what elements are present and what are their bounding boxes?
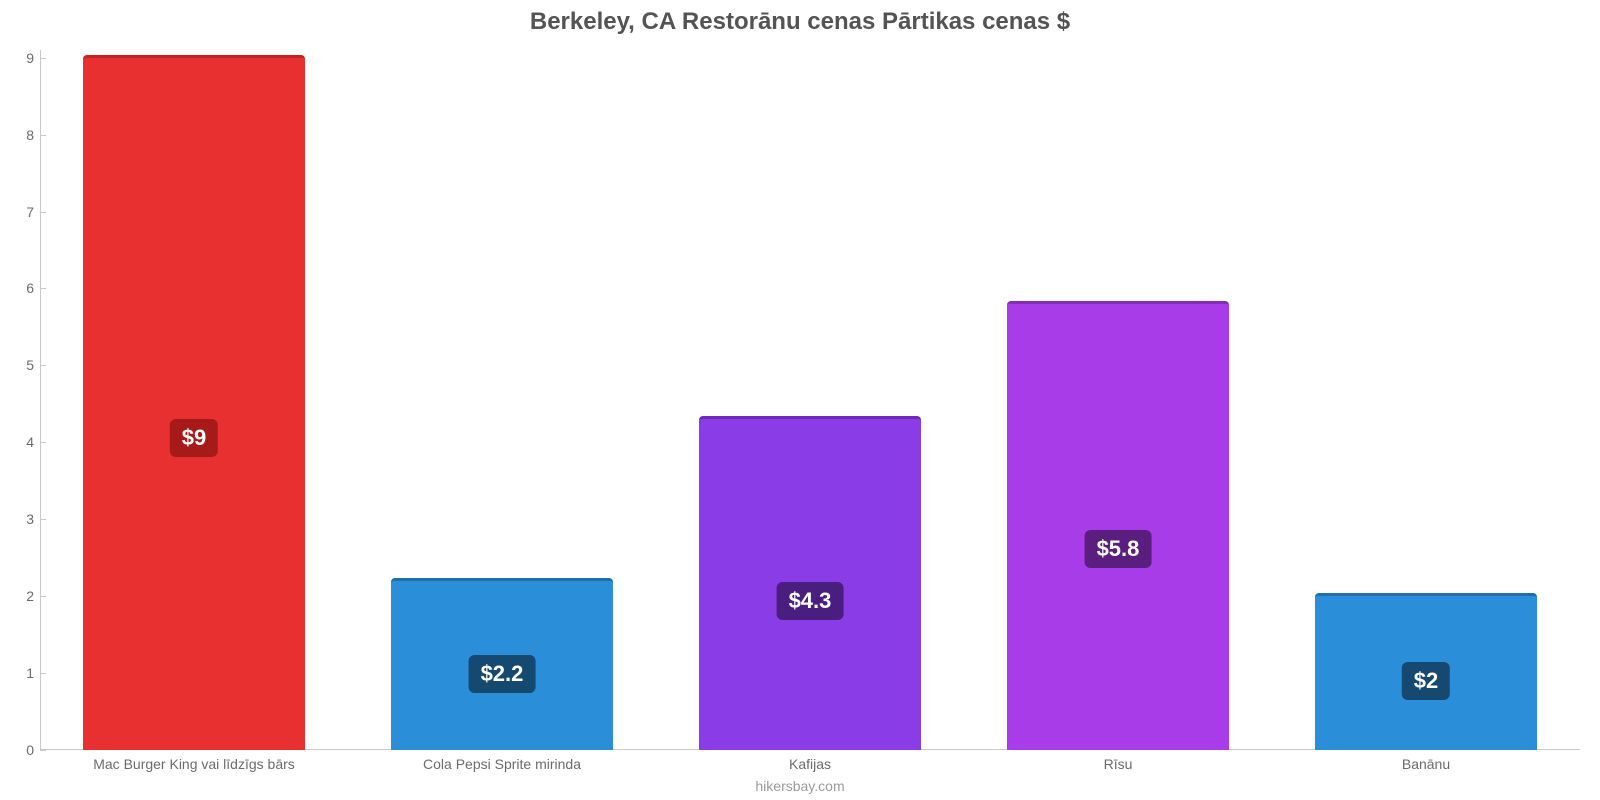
bar-value-label: $9 <box>170 419 218 457</box>
x-category-label: Banānu <box>1402 756 1450 772</box>
x-category-label: Cola Pepsi Sprite mirinda <box>423 756 581 772</box>
price-chart: Berkeley, CA Restorānu cenas Pārtikas ce… <box>0 0 1600 800</box>
y-tick <box>40 673 46 674</box>
y-tick-label: 0 <box>26 742 34 758</box>
bar: $2.2 <box>391 578 613 750</box>
x-category-label: Rīsu <box>1104 756 1133 772</box>
y-tick <box>40 519 46 520</box>
y-tick <box>40 442 46 443</box>
bar: $9 <box>83 55 305 750</box>
y-tick-label: 2 <box>26 588 34 604</box>
y-tick <box>40 135 46 136</box>
y-tick-label: 7 <box>26 204 34 220</box>
y-tick <box>40 212 46 213</box>
y-tick <box>40 58 46 59</box>
bar-value-label: $2 <box>1402 662 1450 700</box>
chart-title: Berkeley, CA Restorānu cenas Pārtikas ce… <box>0 8 1600 36</box>
bar-value-label: $4.3 <box>777 582 844 620</box>
y-tick-label: 5 <box>26 357 34 373</box>
y-tick <box>40 750 46 751</box>
y-tick-label: 8 <box>26 127 34 143</box>
y-tick <box>40 365 46 366</box>
x-category-label: Mac Burger King vai līdzīgs bārs <box>93 756 295 772</box>
y-tick-label: 3 <box>26 511 34 527</box>
bar: $5.8 <box>1007 301 1229 750</box>
y-tick-label: 6 <box>26 280 34 296</box>
y-tick <box>40 288 46 289</box>
y-tick-label: 1 <box>26 665 34 681</box>
chart-footer: hikersbay.com <box>0 778 1600 794</box>
bar-value-label: $5.8 <box>1085 530 1152 568</box>
bar: $2 <box>1315 593 1537 750</box>
y-tick <box>40 596 46 597</box>
y-tick-label: 9 <box>26 50 34 66</box>
x-category-label: Kafijas <box>789 756 831 772</box>
bars-layer: $9 $2.2 $4.3 $5.8 $2 <box>40 50 1580 750</box>
plot-area: $9$2.2$4.3$5.8$2 0123456789Mac Burger Ki… <box>40 50 1580 750</box>
bar-value-label: $2.2 <box>469 655 536 693</box>
y-tick-label: 4 <box>26 434 34 450</box>
bar: $4.3 <box>699 416 921 750</box>
